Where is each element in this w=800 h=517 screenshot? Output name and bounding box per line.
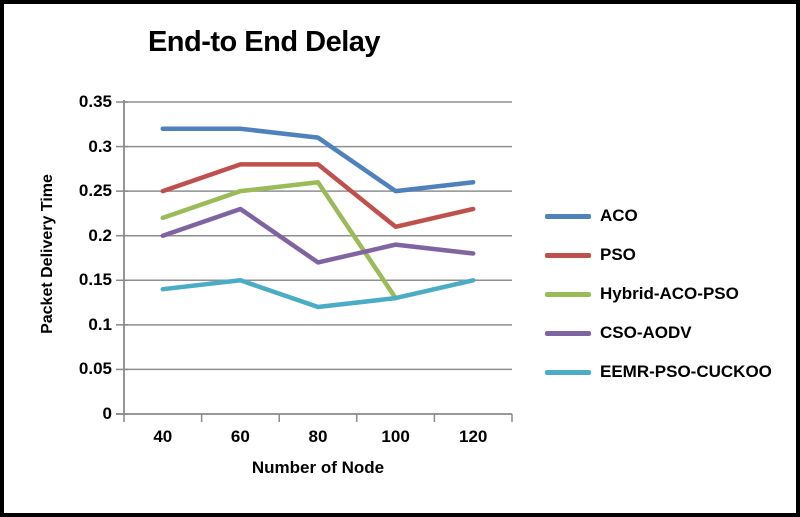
series-line-pso xyxy=(160,162,476,230)
legend-label: CSO-AODV xyxy=(600,323,692,342)
x-tick-label: 40 xyxy=(153,427,173,446)
legend-item: CSO-AODV xyxy=(545,320,772,346)
series-line-eemr-pso-cuckoo xyxy=(160,278,476,310)
series-line-aco xyxy=(160,126,476,194)
legend-swatch xyxy=(545,369,591,375)
y-tick-label: 0.05 xyxy=(78,359,112,379)
y-tick-label: 0.1 xyxy=(88,314,112,334)
x-tick-label: 100 xyxy=(381,427,410,446)
series-line-cso-aodv xyxy=(160,206,476,265)
legend-label: EEMR-PSO-CUCKOO xyxy=(600,362,772,381)
series-line-hybrid-aco-pso xyxy=(160,179,398,301)
legend-swatch xyxy=(545,252,591,258)
legend-label: Hybrid-ACO-PSO xyxy=(600,284,739,303)
legend-item: PSO xyxy=(545,242,772,268)
x-axis-title: Number of Node xyxy=(251,458,385,477)
chart-title: End-to End Delay xyxy=(147,26,381,58)
y-tick-label: 0.2 xyxy=(88,225,112,245)
legend-swatch xyxy=(545,330,591,336)
legend-swatch xyxy=(545,213,591,219)
x-tick-label: 60 xyxy=(230,427,250,446)
legend-item: Hybrid-ACO-PSO xyxy=(545,281,772,307)
legend-swatch xyxy=(545,291,591,297)
y-tick-label: 0.15 xyxy=(78,270,112,290)
legend-item: EEMR-PSO-CUCKOO xyxy=(545,359,772,385)
legend-item: ACO xyxy=(545,203,772,229)
legend-label: ACO xyxy=(600,206,638,225)
x-tick-label: 80 xyxy=(308,427,328,446)
plot-area xyxy=(116,100,513,422)
x-tick-label: 120 xyxy=(459,427,488,446)
y-tick-label: 0.3 xyxy=(88,136,112,156)
legend-label: PSO xyxy=(600,245,636,264)
legend: ACO PSO Hybrid-ACO-PSO CSO-AODV EEMR-PSO-CUC… xyxy=(545,203,772,398)
y-tick-label: 0.35 xyxy=(78,92,112,111)
y-tick-label: 0.25 xyxy=(78,181,112,201)
y-tick-label: 0 xyxy=(102,404,112,423)
